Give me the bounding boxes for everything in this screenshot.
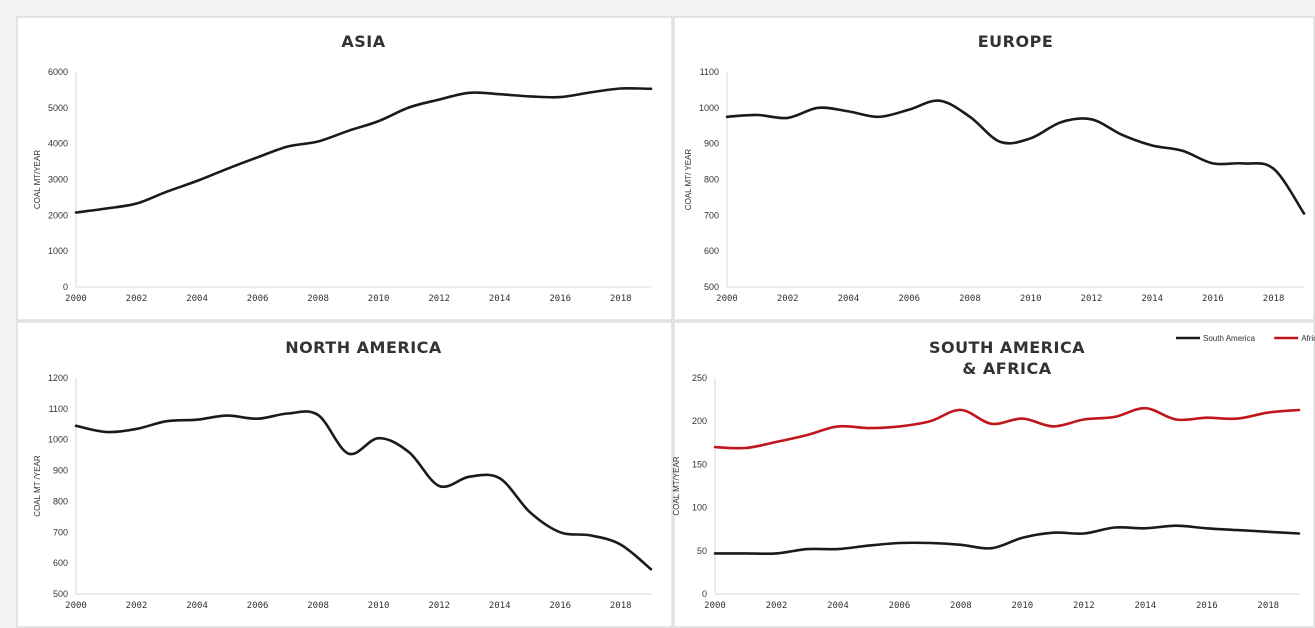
south-america-line [713, 524, 1301, 556]
y-tick-label: 500 [704, 282, 719, 292]
y-tick-label: 500 [53, 589, 68, 599]
chart-title: EUROPE [978, 32, 1054, 51]
y-tick-label: 1000 [48, 246, 68, 256]
chart-title: ASIA [341, 32, 385, 51]
x-tick-label: 2018 [1263, 294, 1285, 304]
x-tick-label: 2012 [1073, 601, 1095, 611]
y-tick-label: 600 [53, 558, 68, 568]
x-tick-label: 2008 [950, 601, 972, 611]
chart-panel-4: SOUTH AMERICA & AFRICA 0 50 100 150 200 250 2000… [672, 321, 1315, 628]
x-tick-label: 2002 [126, 601, 148, 611]
chart-panel-3: NORTH AMERICA 500 600 700 800 900 1000 1100 1200… [16, 321, 673, 628]
chart-title: SOUTH AMERICA [929, 338, 1085, 357]
x-tick-label: 2012 [428, 601, 450, 611]
x-tick-label: 2004 [838, 294, 860, 304]
x-tick-label: 2010 [1012, 601, 1034, 611]
x-tick-label: 2000 [65, 294, 87, 304]
x-tick-label: 2006 [247, 294, 269, 304]
y-tick-label: 150 [692, 459, 707, 469]
x-tick-label: 2014 [1134, 601, 1156, 611]
y-tick-label: 0 [63, 282, 68, 292]
x-tick-label: 2006 [889, 601, 911, 611]
x-tick-label: 2016 [549, 601, 571, 611]
y-tick-label: 900 [704, 139, 719, 149]
series-1-line [74, 410, 653, 571]
y-tick-label: 900 [53, 466, 68, 476]
x-tick-label: 2010 [368, 601, 390, 611]
legend-label-africa: Africa [1301, 334, 1315, 343]
series-1-line [74, 86, 653, 214]
chart-title: NORTH AMERICA [285, 338, 442, 357]
series-1-line [725, 99, 1306, 215]
x-tick-label: 2014 [489, 294, 511, 304]
y-tick-label: 1000 [699, 103, 719, 113]
x-tick-label: 2006 [898, 294, 920, 304]
chart-panel-background [16, 16, 673, 321]
x-tick-label: 2004 [186, 294, 208, 304]
chart-panel-background [16, 321, 673, 628]
x-tick-label: 2008 [959, 294, 981, 304]
chart-panel-background [673, 16, 1315, 321]
x-tick-label: 2008 [307, 601, 329, 611]
y-tick-label: 600 [704, 246, 719, 256]
x-tick-label: 2010 [1020, 294, 1042, 304]
y-axis-label: COAL MT/YEAR [33, 150, 42, 209]
y-tick-label: 250 [692, 373, 707, 383]
chart-panel-background [673, 321, 1315, 628]
x-tick-label: 2004 [827, 601, 849, 611]
x-tick-label: 2004 [186, 601, 208, 611]
x-tick-label: 2002 [126, 294, 148, 304]
y-tick-label: 800 [53, 496, 68, 506]
x-tick-label: 2002 [766, 601, 788, 611]
y-tick-label: 100 [692, 503, 707, 513]
y-tick-label: 1200 [48, 373, 68, 383]
x-tick-label: 2014 [489, 601, 511, 611]
x-tick-label: 2012 [428, 294, 450, 304]
x-tick-label: 2016 [1202, 294, 1224, 304]
x-tick-label: 2012 [1081, 294, 1103, 304]
y-tick-label: 1000 [48, 435, 68, 445]
chart-title: & AFRICA [962, 359, 1051, 378]
y-axis-label: COAL MT /YEAR [33, 455, 42, 517]
x-tick-label: 2000 [704, 601, 726, 611]
x-tick-label: 2018 [610, 294, 632, 304]
y-tick-label: 0 [702, 589, 707, 599]
x-tick-label: 2010 [368, 294, 390, 304]
x-tick-label: 2018 [1257, 601, 1279, 611]
y-axis-label: COAL MT/YEAR [672, 456, 681, 515]
y-tick-label: 800 [704, 175, 719, 185]
y-axis-label: COAL MT/ YEAR [684, 149, 693, 211]
y-tick-label: 50 [697, 546, 707, 556]
y-tick-label: 3000 [48, 175, 68, 185]
y-tick-label: 1100 [49, 404, 68, 414]
x-tick-label: 2000 [716, 294, 738, 304]
x-tick-label: 2018 [610, 601, 632, 611]
x-tick-label: 2000 [65, 601, 87, 611]
y-tick-label: 200 [692, 416, 707, 426]
x-tick-label: 2016 [1196, 601, 1218, 611]
chart-panel-2: EUROPE 500 600 700 800 900 1000 1100 2000 2002 200… [673, 16, 1315, 321]
y-tick-label: 5000 [48, 103, 68, 113]
x-tick-label: 2008 [307, 294, 329, 304]
y-tick-label: 2000 [48, 210, 68, 220]
y-tick-label: 700 [53, 527, 68, 537]
legend: South America Africa [1176, 334, 1315, 343]
y-tick-label: 1100 [700, 67, 719, 77]
y-tick-label: 6000 [48, 67, 68, 77]
africa-line [713, 406, 1301, 450]
x-tick-label: 2016 [549, 294, 571, 304]
x-tick-label: 2002 [777, 294, 799, 304]
chart-panel-1: ASIA 0 1000 2000 3000 4000 5000 6000 2000 2002 200… [16, 16, 673, 321]
y-tick-label: 700 [704, 210, 719, 220]
legend-label-south-america: South America [1203, 334, 1256, 343]
x-tick-label: 2006 [247, 601, 269, 611]
x-tick-label: 2014 [1141, 294, 1163, 304]
y-tick-label: 4000 [48, 139, 68, 149]
